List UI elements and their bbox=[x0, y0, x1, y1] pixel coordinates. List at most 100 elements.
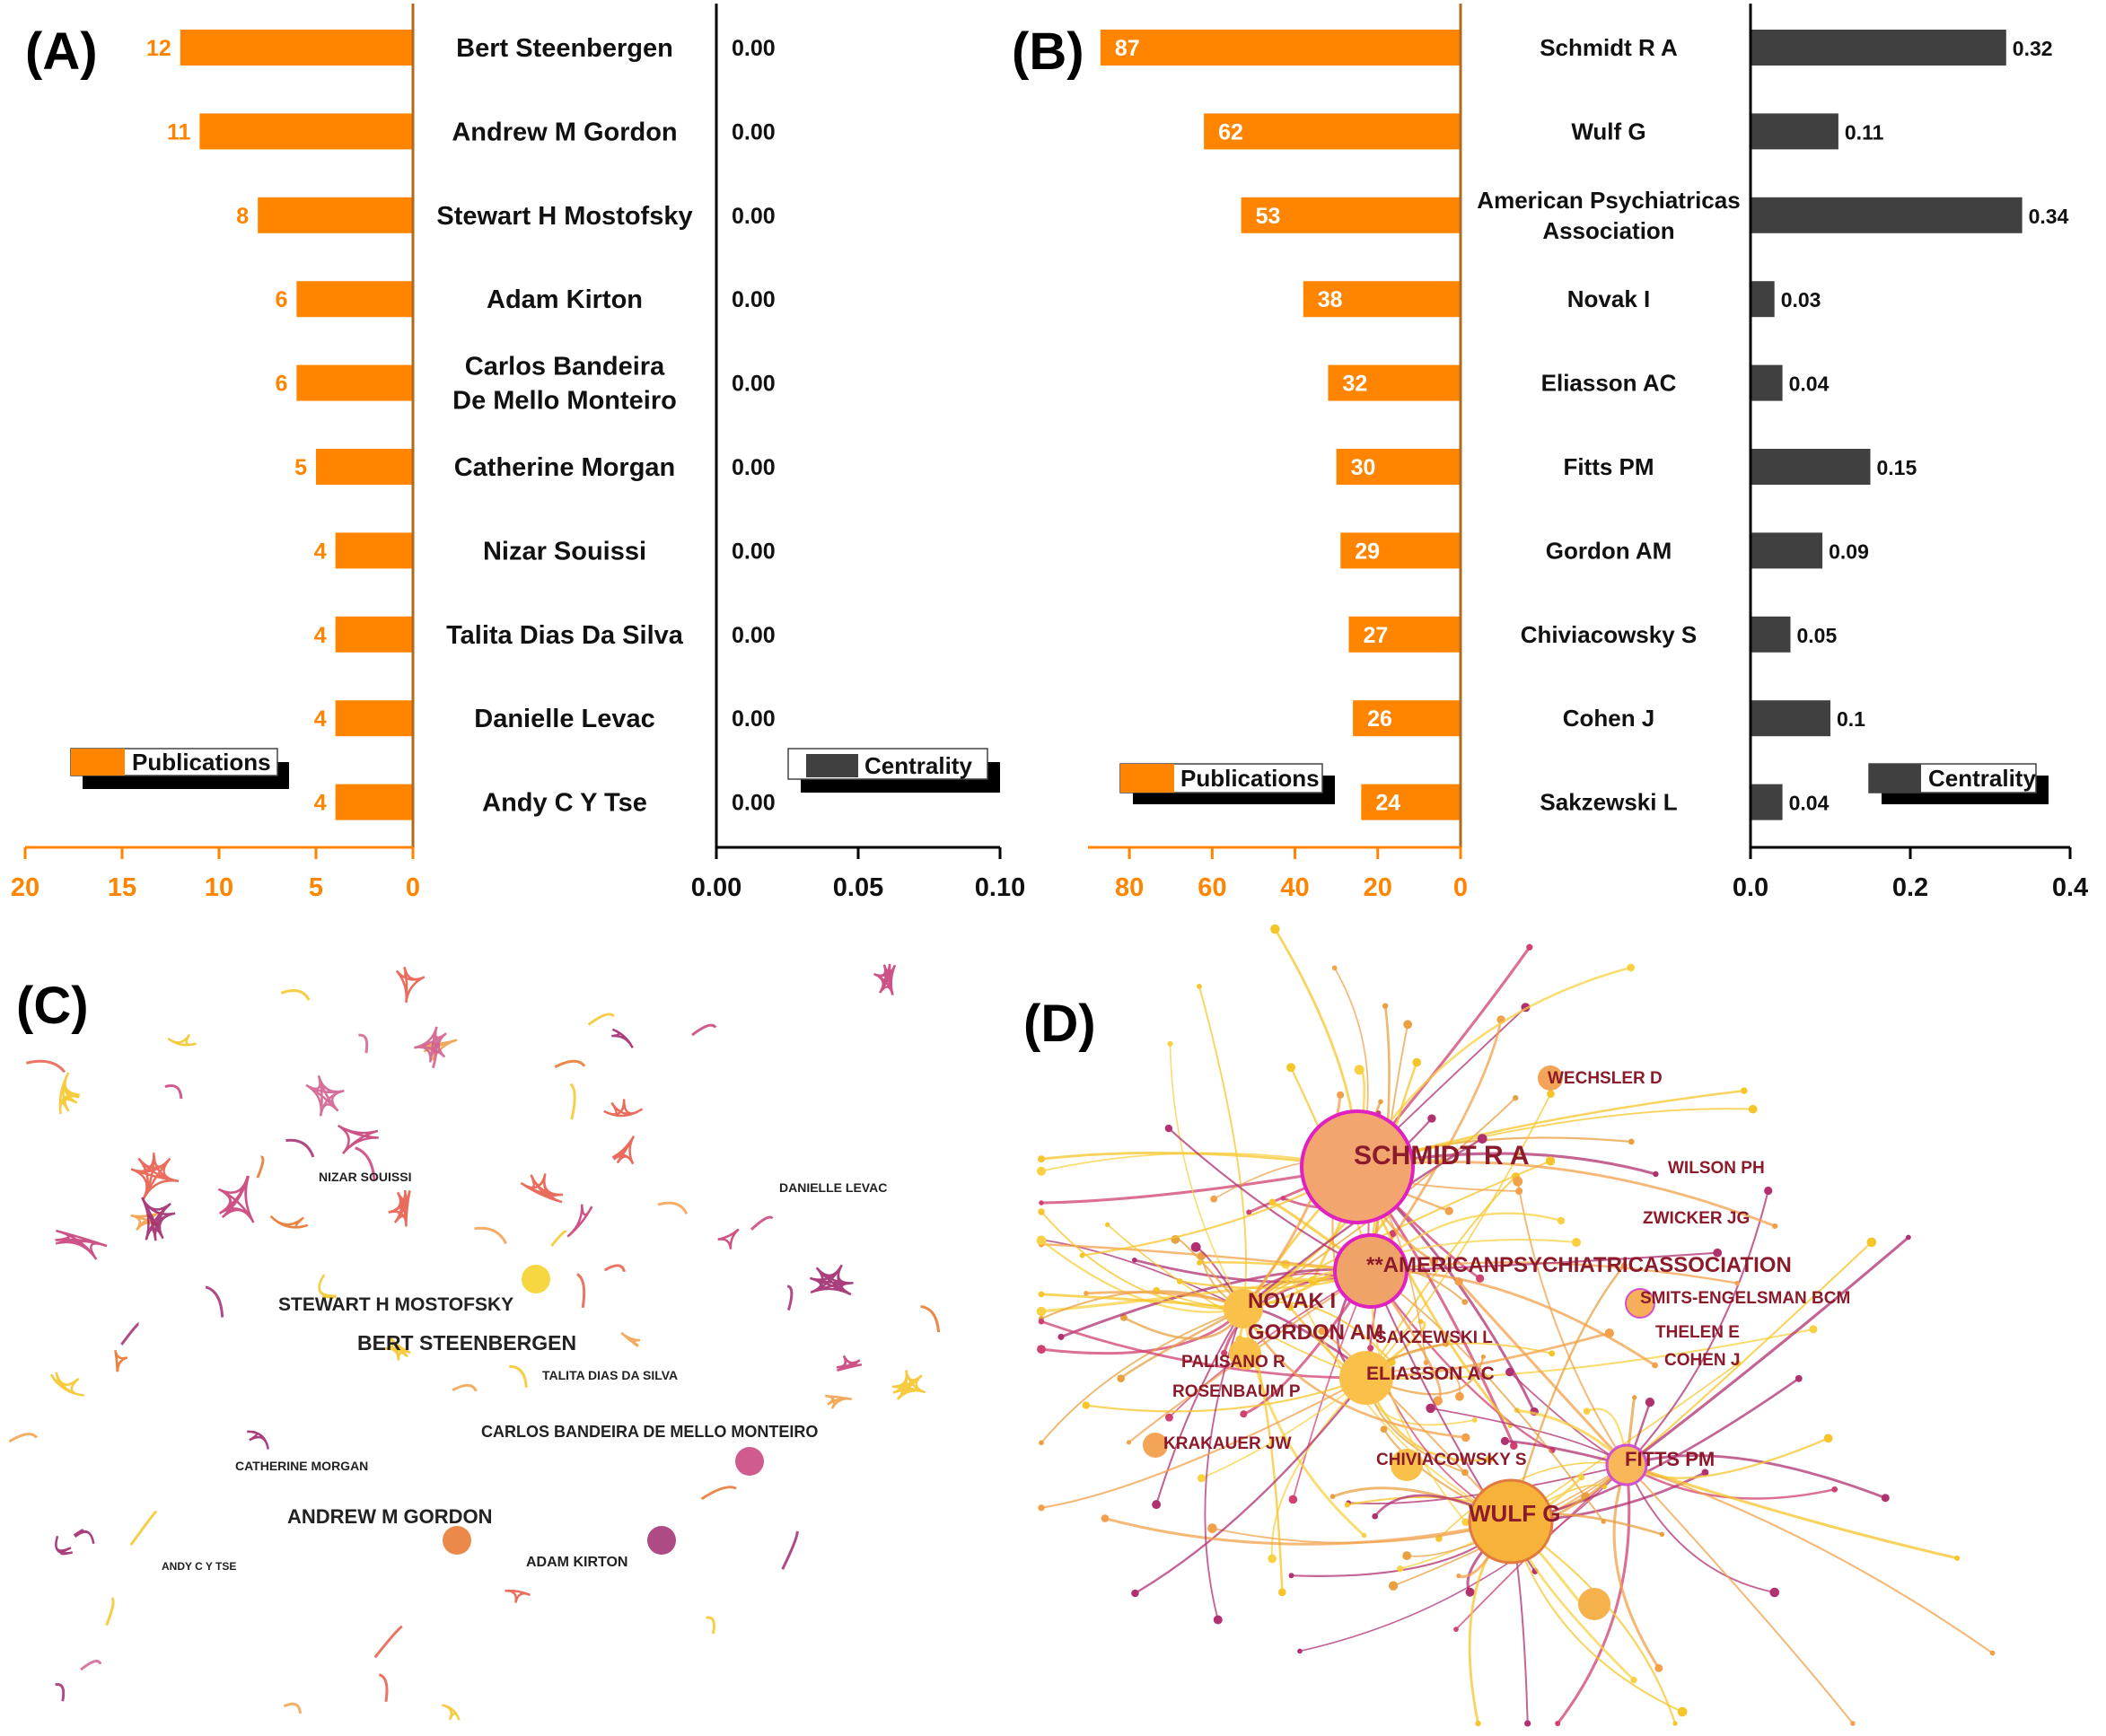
network-cluster bbox=[717, 1228, 740, 1249]
network-leaf-node bbox=[1423, 1360, 1429, 1365]
category-label: Gordon AM bbox=[1546, 537, 1672, 564]
network-leaf-node bbox=[1645, 1397, 1655, 1407]
chart-b-publication-bars: 87 62 53 38 32 30 29 27 26 24 bbox=[1100, 30, 1461, 820]
network-leaf-node bbox=[1038, 1504, 1045, 1512]
network-label: SCHMIDT R A bbox=[1354, 1141, 1530, 1170]
bar-publications bbox=[1361, 784, 1461, 820]
network-edge bbox=[26, 1059, 66, 1074]
centrality-value-label: 0.00 bbox=[732, 119, 776, 145]
network-leaf-node bbox=[1772, 1223, 1778, 1230]
bar-value-label: 53 bbox=[1256, 204, 1281, 229]
network-cluster bbox=[395, 966, 426, 1004]
bar-publications bbox=[1328, 364, 1461, 401]
network-leaf-node bbox=[1485, 1455, 1494, 1463]
legend-publications-swatch bbox=[71, 749, 125, 776]
network-label: STEWART H MOSTOFSKY bbox=[278, 1294, 513, 1315]
category-label: Carlos Bandeira bbox=[465, 353, 665, 381]
network-leaf-node bbox=[1545, 1156, 1556, 1166]
centrality-value-label: 0.34 bbox=[2029, 205, 2069, 228]
bar-centrality bbox=[1751, 700, 1830, 737]
network-edge bbox=[1626, 1464, 1775, 1593]
centrality-value-label: 0.32 bbox=[2013, 37, 2053, 60]
network-leaf-node bbox=[1455, 1391, 1464, 1401]
network-c: NIZAR SOUISSI DANIELLE LEVAC STEWART H M… bbox=[8, 963, 941, 1721]
network-edge bbox=[1626, 1236, 1909, 1467]
chart-a-publication-bars: 12 11 8 6 6 5 4 4 4 4 bbox=[146, 30, 414, 820]
network-leaf-node bbox=[1286, 1063, 1296, 1073]
bar-publications bbox=[1303, 281, 1461, 318]
network-leaf-node bbox=[1037, 1166, 1046, 1176]
bar-publications bbox=[296, 364, 413, 401]
chart-b-publications-ticks: 80 60 40 20 0 bbox=[1115, 847, 1468, 902]
network-leaf-node bbox=[1630, 1676, 1637, 1684]
network-cluster bbox=[825, 1394, 853, 1409]
network-leaf-node bbox=[1354, 1065, 1365, 1075]
chart-a-centrality-ticks: 0.00 0.05 0.10 bbox=[691, 847, 1025, 902]
network-leaf-node bbox=[1500, 1436, 1510, 1445]
network-edge bbox=[55, 1682, 66, 1702]
network-leaf-node bbox=[1036, 1306, 1047, 1317]
bar-publications bbox=[199, 113, 413, 150]
network-edge bbox=[603, 1264, 626, 1273]
network-leaf-node bbox=[1164, 1124, 1173, 1133]
network-label: ANDY C Y TSE bbox=[162, 1560, 236, 1573]
network-leaf-node bbox=[1361, 1532, 1367, 1539]
network-cluster bbox=[55, 1229, 108, 1260]
network-leaf-node bbox=[1331, 965, 1338, 971]
network-cluster bbox=[603, 1099, 644, 1118]
network-leaf-node bbox=[1505, 1367, 1514, 1377]
network-label: WULF G bbox=[1469, 1500, 1561, 1527]
network-cluster bbox=[873, 963, 897, 995]
network-cluster bbox=[73, 1529, 95, 1544]
network-dense-cluster bbox=[443, 1526, 471, 1555]
network-edge bbox=[1365, 1175, 1517, 1379]
tick-label: 0 bbox=[406, 873, 420, 902]
network-leaf-node bbox=[1427, 1114, 1436, 1123]
node-smits bbox=[1625, 1288, 1655, 1319]
network-label: **AMERICANPSYCHIATRICASSOCIATION bbox=[1366, 1253, 1792, 1277]
network-leaf-node bbox=[1954, 1555, 1961, 1561]
network-edge bbox=[1626, 1464, 1994, 1654]
network-leaf-node bbox=[1337, 1091, 1345, 1099]
legend-centrality-label: Centrality bbox=[1928, 765, 2036, 792]
network-edge bbox=[576, 1273, 586, 1309]
network-edge bbox=[1169, 1043, 1244, 1310]
network-edge bbox=[452, 1383, 478, 1392]
network-cluster bbox=[505, 1589, 531, 1603]
network-edge bbox=[373, 1625, 403, 1659]
network-dense-cluster bbox=[647, 1526, 676, 1555]
bar-value-label: 12 bbox=[146, 36, 171, 61]
network-leaf-node bbox=[1426, 1403, 1435, 1414]
network-cluster bbox=[566, 1204, 593, 1238]
tick-label: 60 bbox=[1198, 873, 1226, 902]
network-leaf-node bbox=[1037, 1345, 1046, 1355]
network-edge bbox=[1270, 1377, 1367, 1559]
category-label: Catherine Morgan bbox=[454, 453, 676, 482]
network-edge bbox=[554, 1059, 586, 1069]
network-leaf-node bbox=[1557, 1216, 1566, 1225]
network-leaf-node bbox=[1632, 1395, 1637, 1400]
network-dense-cluster bbox=[735, 1447, 764, 1476]
network-leaf-node bbox=[1126, 1440, 1132, 1445]
network-c-clusters bbox=[8, 963, 941, 1721]
network-dense-cluster bbox=[522, 1265, 550, 1293]
network-leaf-node bbox=[1164, 1413, 1173, 1422]
network-edge bbox=[509, 1364, 528, 1388]
bar-value-label: 6 bbox=[275, 372, 287, 397]
centrality-value-label: 0.00 bbox=[732, 791, 776, 816]
network-leaf-node bbox=[1207, 1523, 1217, 1533]
bar-value-label: 5 bbox=[294, 455, 307, 480]
network-leaf-node bbox=[1246, 1209, 1252, 1215]
bar-publications bbox=[296, 281, 413, 318]
bar-publications bbox=[1353, 700, 1461, 737]
network-label: PALISANO R bbox=[1181, 1353, 1286, 1372]
bar-publications bbox=[335, 532, 413, 569]
network-leaf-node bbox=[1989, 1650, 1996, 1656]
tick-label: 40 bbox=[1280, 873, 1309, 902]
network-edge bbox=[1626, 1464, 1854, 1724]
network-edge bbox=[587, 1013, 615, 1026]
network-label: CHIVIACOWSKY S bbox=[1376, 1451, 1527, 1469]
network-leaf-node bbox=[1453, 1626, 1459, 1632]
bar-centrality bbox=[1751, 113, 1838, 150]
tick-label: 5 bbox=[309, 873, 323, 902]
